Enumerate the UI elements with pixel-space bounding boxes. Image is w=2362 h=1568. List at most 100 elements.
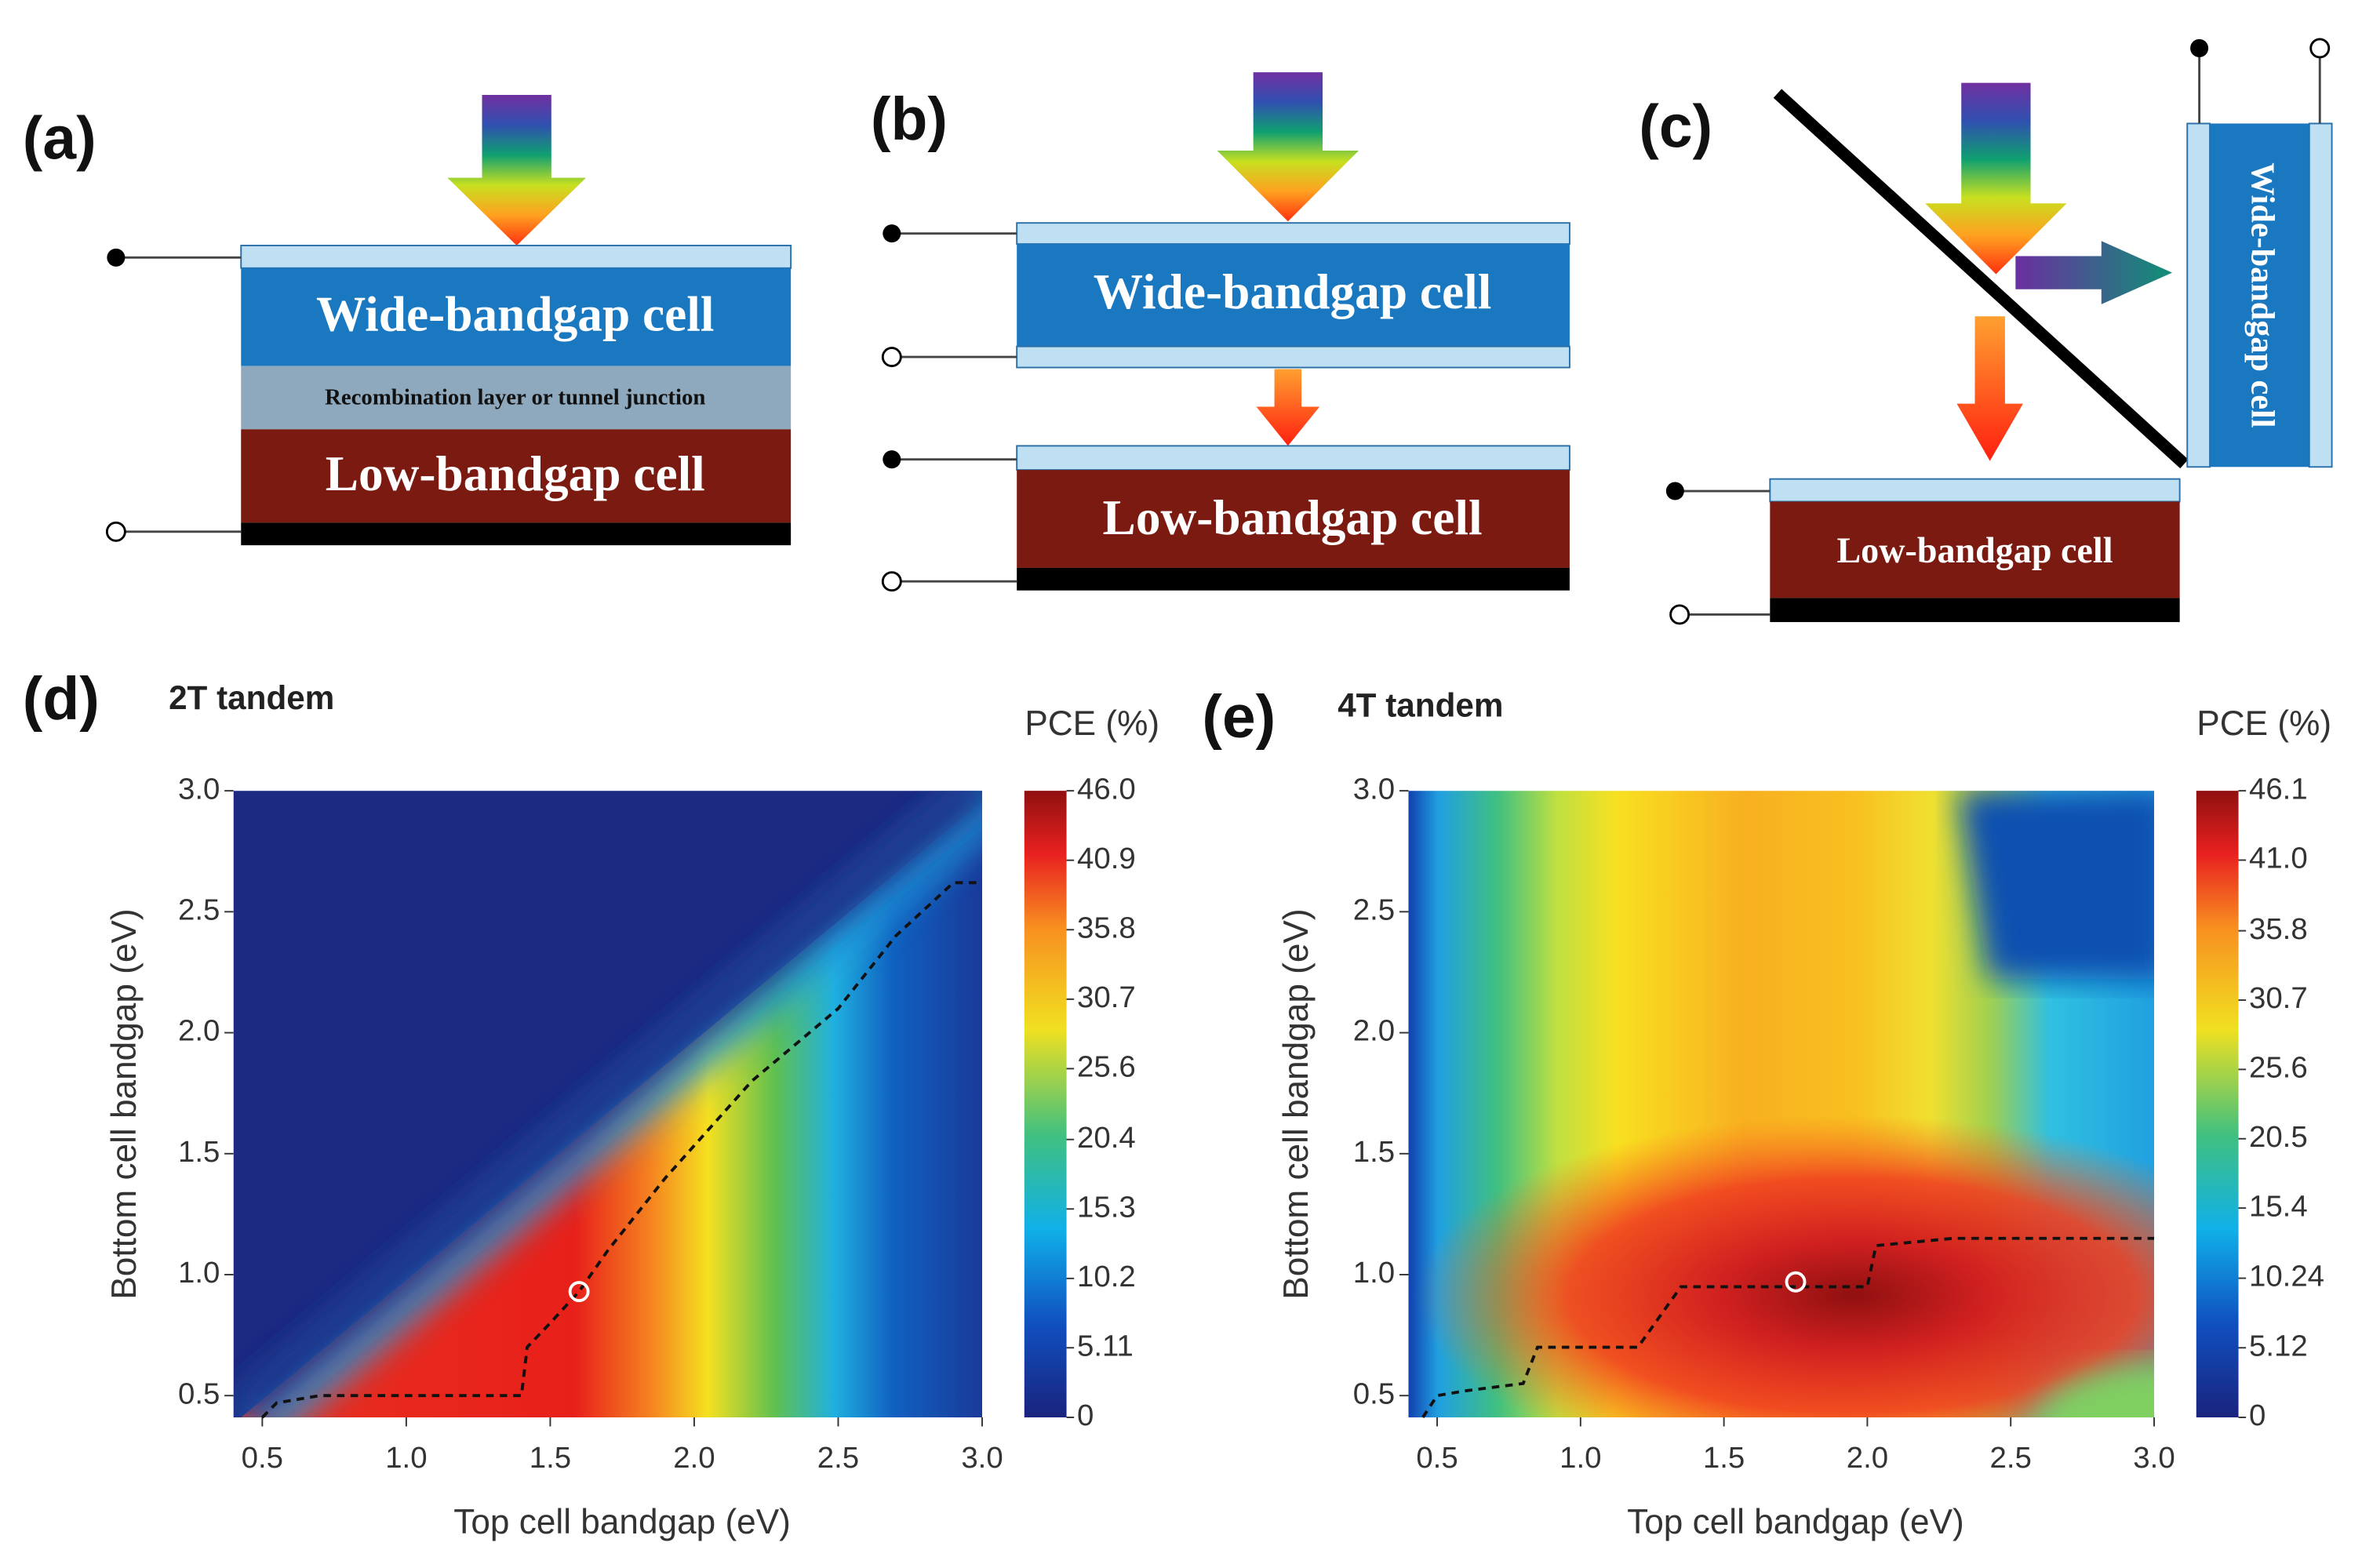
x-tick-label: 1.5 <box>530 1441 571 1475</box>
top-cell <box>241 267 792 366</box>
optimum-point <box>568 1281 590 1303</box>
colorbar-tick-label: 20.5 <box>2249 1120 2308 1154</box>
y-tick-label: 1.0 <box>178 1256 220 1290</box>
colorbar-tick-label: 40.9 <box>1077 842 1136 875</box>
cell-label: Wide-bandgap cell <box>316 287 715 342</box>
cell-label: Low-bandgap cell <box>1103 490 1483 545</box>
light-arrow <box>1956 316 2023 461</box>
cell-label: Low-bandgap cell <box>1836 530 2113 570</box>
junction-label: Recombination layer or tunnel junction <box>325 384 705 409</box>
terminal <box>2190 38 2209 57</box>
panel-label: (a) <box>23 105 96 173</box>
heatmap-field <box>233 791 983 1417</box>
colorbar <box>2196 791 2239 1417</box>
light-arrow <box>1217 72 1359 222</box>
colorbar <box>1024 791 1067 1417</box>
colorbar-label: PCE (%) <box>2196 704 2331 743</box>
terminal <box>881 347 902 368</box>
y-tick-label: 1.5 <box>178 1135 220 1169</box>
x-tick-label: 2.0 <box>673 1441 715 1475</box>
x-tick-label: 3.0 <box>2133 1441 2175 1475</box>
colorbar-tick-label: 25.6 <box>2249 1051 2308 1085</box>
cell-label: Wide-bandgap cell <box>2244 162 2281 428</box>
colorbar-tick-label: 41.0 <box>2249 842 2308 875</box>
panel-label: (c) <box>1639 93 1712 160</box>
back-contact <box>241 522 792 546</box>
colorbar-tick-label: 25.6 <box>1077 1050 1136 1084</box>
terminal <box>105 521 126 542</box>
y-tick-label: 1.5 <box>1353 1135 1395 1169</box>
top-cell <box>2187 123 2332 467</box>
light-arrow <box>1925 82 2067 275</box>
x-tick-label: 1.0 <box>385 1441 427 1475</box>
optimum-point <box>1785 1271 1807 1293</box>
x-tick-label: 0.5 <box>242 1441 283 1475</box>
optimal-path <box>1421 1236 2154 1419</box>
top-cell <box>1017 244 1570 347</box>
dichroic-mirror <box>1773 89 2189 469</box>
colorbar-tick-label: 5.12 <box>2249 1329 2308 1362</box>
colorbar-tick-label: 35.8 <box>2249 912 2308 946</box>
y-tick-label: 2.5 <box>178 893 220 926</box>
terminal <box>881 571 902 592</box>
terminal <box>1665 482 1684 500</box>
colorbar-tick-label: 46.1 <box>2249 772 2308 806</box>
y-tick-label: 2.0 <box>178 1014 220 1048</box>
terminal <box>883 450 901 469</box>
chart-title: 4T tandem <box>1337 687 1503 724</box>
x-tick-label: 3.0 <box>961 1441 1003 1475</box>
y-tick-label: 3.0 <box>178 772 220 806</box>
light-arrow <box>447 94 586 246</box>
colorbar-tick-label: 46.0 <box>1077 772 1136 806</box>
y-tick-label: 0.5 <box>1353 1377 1395 1410</box>
junction <box>241 366 792 430</box>
colorbar-tick-label: 20.4 <box>1077 1121 1136 1155</box>
chart-title: 2T tandem <box>169 679 334 716</box>
x-tick-label: 1.5 <box>1703 1441 1745 1475</box>
contact <box>2186 122 2211 468</box>
colorbar-tick-label: 5.11 <box>1077 1329 1134 1362</box>
x-tick-label: 1.0 <box>1560 1441 1601 1475</box>
colorbar-tick-label: 15.3 <box>1077 1190 1136 1224</box>
terminal <box>1669 604 1691 625</box>
x-tick-label: 2.0 <box>1847 1441 1888 1475</box>
x-tick-label: 2.5 <box>817 1441 859 1475</box>
bottom-cell <box>1770 501 2180 598</box>
cell-label: Low-bandgap cell <box>326 446 705 501</box>
x-axis-label: Top cell bandgap (eV) <box>453 1503 791 1541</box>
cell-label: Wide-bandgap cell <box>1094 264 1492 319</box>
bottom-cell <box>1017 470 1570 568</box>
contact <box>1016 445 1570 471</box>
contact <box>1016 222 1570 246</box>
contact <box>2308 122 2333 468</box>
colorbar-tick-label: 30.7 <box>2249 981 2308 1015</box>
y-tick-label: 0.5 <box>178 1377 220 1410</box>
panel-label: (e) <box>1202 683 1276 751</box>
light-arrow <box>2015 241 2173 304</box>
y-tick-label: 2.5 <box>1353 893 1395 926</box>
contact <box>240 245 792 269</box>
back-contact <box>1017 567 1570 591</box>
contact <box>1769 478 2181 503</box>
colorbar-tick-label: 15.4 <box>2249 1189 2308 1223</box>
colorbar-tick-label: 10.2 <box>1077 1260 1136 1293</box>
panel-label: (d) <box>23 665 100 733</box>
contact <box>1016 345 1570 369</box>
x-tick-label: 0.5 <box>1416 1441 1458 1475</box>
y-tick-label: 1.0 <box>1353 1256 1395 1290</box>
colorbar-tick-label: 30.7 <box>1077 980 1136 1014</box>
bottom-cell <box>241 429 792 523</box>
terminal <box>883 224 901 243</box>
colorbar-tick-label: 0 <box>2249 1399 2266 1432</box>
x-axis-label: Top cell bandgap (eV) <box>1627 1503 1964 1541</box>
heatmap-field <box>1408 791 2154 1417</box>
y-tick-label: 2.0 <box>1353 1014 1395 1048</box>
y-tick-label: 3.0 <box>1353 772 1395 806</box>
light-arrow <box>1256 369 1320 446</box>
y-axis-label: Bottom cell bandgap (eV) <box>1277 908 1316 1299</box>
colorbar-tick-label: 0 <box>1077 1399 1094 1432</box>
back-contact <box>1770 598 2180 623</box>
colorbar-tick-label: 35.8 <box>1077 911 1136 944</box>
colorbar-tick-label: 10.24 <box>2249 1260 2324 1293</box>
